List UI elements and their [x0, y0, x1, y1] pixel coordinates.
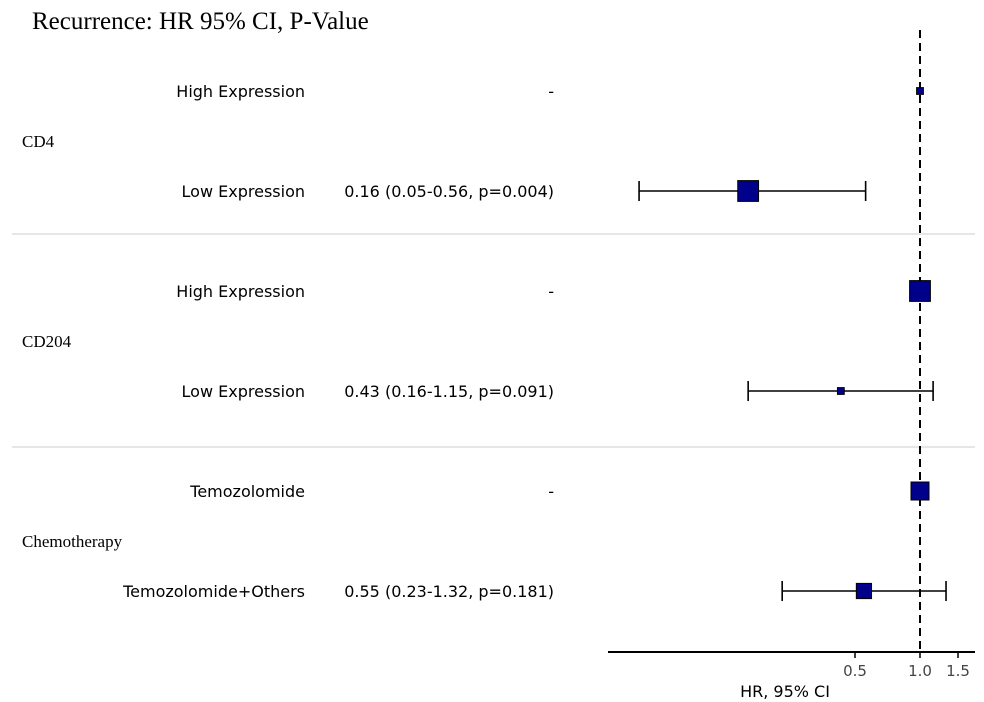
- row-estimate-text: 0.55 (0.23-1.32, p=0.181): [344, 582, 554, 601]
- group-label: CD204: [22, 332, 72, 351]
- hr-point-box: [910, 481, 930, 501]
- hr-point-box: [916, 87, 924, 95]
- group-label: Chemotherapy: [22, 532, 123, 551]
- row-label: High Expression: [176, 282, 305, 301]
- row-label: Temozolomide: [189, 482, 305, 501]
- hr-point-box: [855, 582, 873, 600]
- row-estimate-text: -: [548, 482, 554, 501]
- chart-title: Recurrence: HR 95% CI, P-Value: [32, 8, 369, 35]
- row-estimate-text: 0.43 (0.16-1.15, p=0.091): [344, 382, 554, 401]
- x-tick-label: 1.0: [908, 662, 932, 680]
- row-label: Low Expression: [182, 382, 305, 401]
- row-label: High Expression: [176, 82, 305, 101]
- hr-point-box: [737, 180, 760, 202]
- hr-point-box: [836, 387, 845, 395]
- row-estimate-text: -: [548, 82, 554, 101]
- row-label: Low Expression: [182, 182, 305, 201]
- plot-layer: 0.5 1.0 1.5 CD4 High Expression - Low Expressi…: [12, 30, 975, 680]
- x-axis-title: HR, 95% CI: [740, 682, 830, 701]
- x-tick-label: 1.5: [946, 662, 970, 680]
- group-label: CD4: [22, 132, 55, 151]
- hr-point-box: [909, 280, 931, 302]
- row-estimate-text: -: [548, 282, 554, 301]
- x-tick-label: 0.5: [843, 662, 867, 680]
- row-estimate-text: 0.16 (0.05-0.56, p=0.004): [344, 182, 554, 201]
- row-label: Temozolomide+Others: [122, 582, 305, 601]
